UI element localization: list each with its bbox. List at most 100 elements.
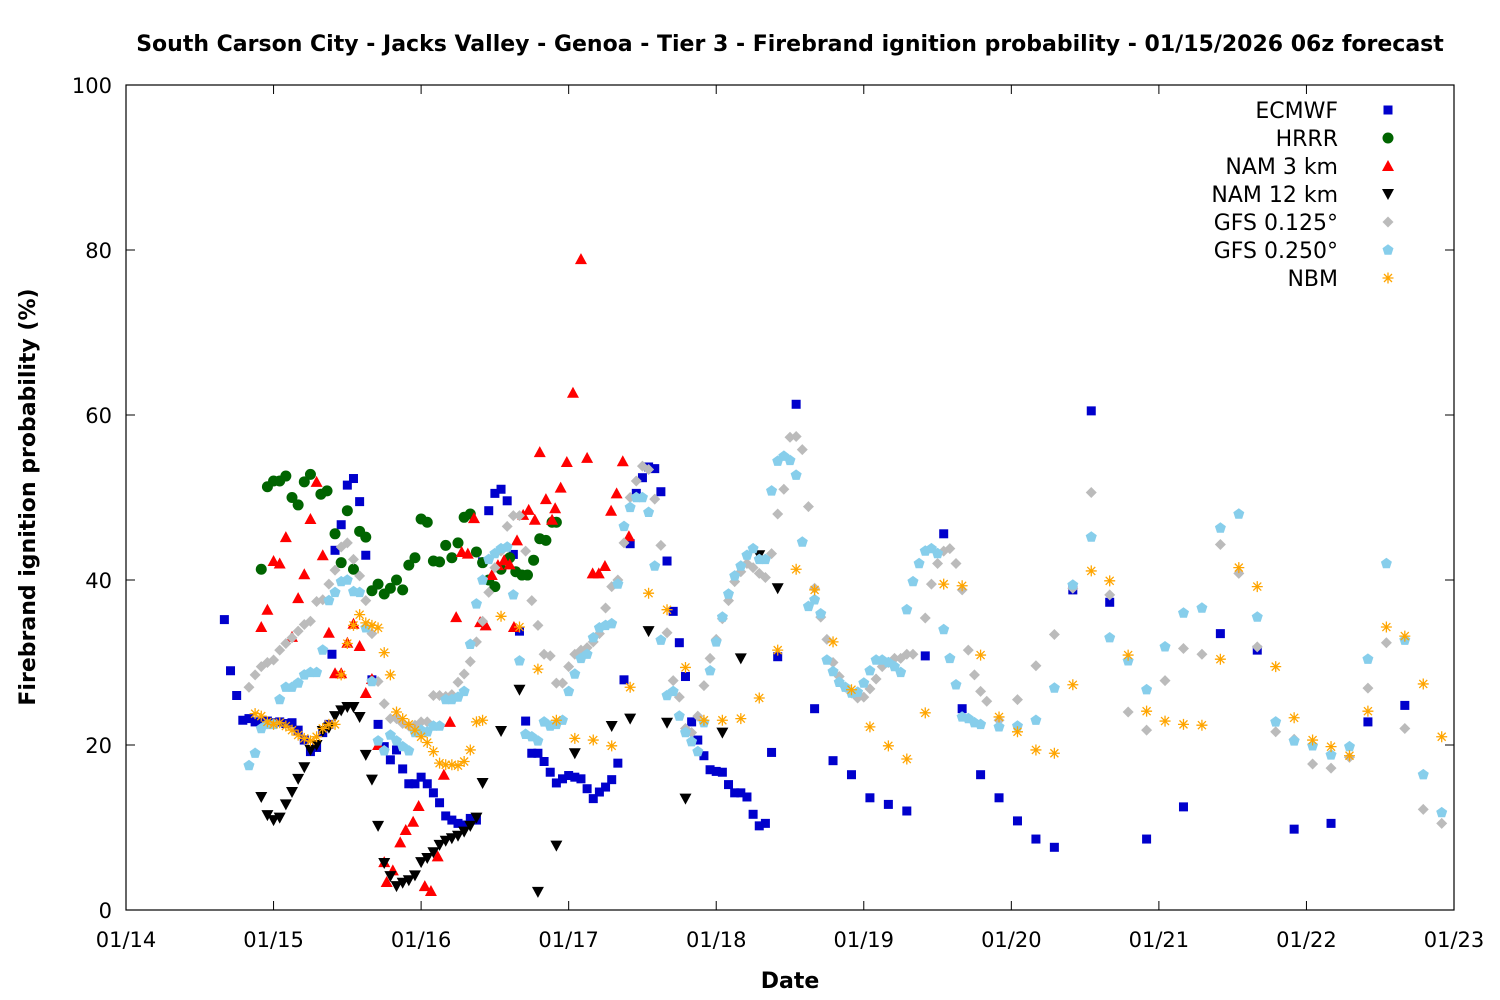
data-point-ecmwf <box>226 666 236 676</box>
x-tick-label: 01/20 <box>981 928 1042 952</box>
data-point-nbm <box>827 636 839 648</box>
x-tick-label: 01/18 <box>686 928 747 952</box>
data-point-ecmwf <box>484 506 494 516</box>
data-point-gfs-0-250 <box>378 745 390 756</box>
data-point-nam-3-km <box>310 475 323 487</box>
data-point-hrrr <box>360 531 372 543</box>
data-point-nam-12-km <box>298 762 311 774</box>
data-point-ecmwf <box>1142 834 1152 844</box>
data-point-gfs-0-125 <box>643 463 655 475</box>
data-point-gfs-0-125 <box>1104 589 1116 601</box>
data-point-gfs-0-125 <box>1251 641 1263 653</box>
data-point-gfs-0-125 <box>526 595 538 607</box>
data-point-ecmwf <box>625 539 635 549</box>
data-point-gfs-0-250 <box>329 586 341 598</box>
data-point-nam-3-km <box>528 513 541 525</box>
data-point-hrrr <box>521 569 533 581</box>
data-point-gfs-0-125 <box>692 710 704 722</box>
data-point-gfs-0-250 <box>1085 531 1097 542</box>
data-point-nam-12-km <box>642 626 655 638</box>
data-point-gfs-0-250 <box>532 735 544 746</box>
data-point-nbm <box>298 732 310 744</box>
data-point-gfs-0-125 <box>507 510 519 522</box>
legend-marker-hrrr <box>1382 132 1394 144</box>
data-point-gfs-0-125 <box>1122 706 1134 718</box>
data-point-gfs-0-250 <box>317 644 329 655</box>
data-point-nbm <box>938 578 950 590</box>
data-point-nbm <box>427 746 439 758</box>
data-point-gfs-0-250 <box>470 598 482 609</box>
data-point-gfs-0-250 <box>384 729 396 740</box>
data-point-gfs-0-250 <box>858 677 870 688</box>
data-point-ecmwf <box>674 638 684 648</box>
data-point-gfs-0-125 <box>802 501 814 513</box>
data-point-nam-12-km <box>495 725 508 737</box>
data-point-nam-12-km <box>458 826 471 838</box>
data-point-nbm <box>354 609 366 621</box>
data-point-gfs-0-250 <box>895 666 907 678</box>
data-point-ecmwf <box>637 473 647 483</box>
data-point-hrrr <box>470 546 482 558</box>
data-point-gfs-0-125 <box>378 698 390 710</box>
data-point-nbm <box>391 706 403 718</box>
data-point-gfs-0-250 <box>1067 579 1079 590</box>
data-point-gfs-0-125 <box>274 644 286 656</box>
data-point-gfs-0-250 <box>507 589 519 600</box>
data-point-ecmwf <box>551 778 561 788</box>
data-point-gfs-0-125 <box>329 564 341 576</box>
data-point-nbm <box>458 756 470 767</box>
data-point-gfs-0-125 <box>286 632 298 644</box>
data-point-gfs-0-250 <box>735 560 747 571</box>
data-point-nam-12-km <box>605 721 618 733</box>
data-point-nam-12-km <box>359 749 372 761</box>
data-point-hrrr <box>434 556 446 568</box>
data-point-hrrr <box>298 476 310 488</box>
data-point-gfs-0-125 <box>304 615 316 627</box>
data-point-nbm <box>1104 575 1116 587</box>
data-point-ecmwf <box>465 813 475 823</box>
data-point-gfs-0-125 <box>532 619 544 631</box>
data-point-gfs-0-125 <box>901 648 913 660</box>
data-point-gfs-0-250 <box>747 542 759 554</box>
data-point-gfs-0-250 <box>1141 683 1153 695</box>
data-point-gfs-0-125 <box>347 553 359 565</box>
data-point-ecmwf <box>742 792 752 802</box>
data-point-ecmwf <box>760 818 770 828</box>
data-point-nbm <box>956 580 968 592</box>
data-point-gfs-0-250 <box>790 469 802 480</box>
data-point-nbm <box>403 718 415 730</box>
data-point-nbm <box>993 711 1005 723</box>
data-point-nbm <box>434 757 446 769</box>
data-point-ecmwf <box>441 811 451 821</box>
data-point-ecmwf <box>767 747 777 757</box>
data-point-gfs-0-250 <box>1030 714 1042 725</box>
data-point-gfs-0-125 <box>550 677 562 689</box>
data-point-gfs-0-125 <box>483 586 495 598</box>
legend-marker-gfs-0-125 <box>1382 216 1394 228</box>
data-point-gfs-0-250 <box>1380 557 1392 569</box>
data-point-gfs-0-125 <box>704 652 716 664</box>
data-point-nbm <box>1122 649 1134 661</box>
data-point-ecmwf <box>330 545 340 555</box>
data-point-gfs-0-125 <box>520 545 532 557</box>
data-point-nbm <box>1067 679 1079 691</box>
data-point-nam-3-km <box>616 455 629 467</box>
data-point-nbm <box>464 744 476 756</box>
data-point-gfs-0-125 <box>968 669 980 681</box>
data-point-gfs-0-250 <box>311 666 323 678</box>
data-point-nam-3-km <box>539 493 552 505</box>
data-point-nam-3-km <box>399 823 412 835</box>
data-point-gfs-0-250 <box>1417 768 1429 780</box>
data-point-nam-3-km <box>450 611 463 623</box>
data-point-hrrr <box>384 582 396 594</box>
data-point-ecmwf <box>601 782 611 792</box>
data-point-ecmwf <box>521 716 531 726</box>
data-point-nbm <box>1141 705 1153 717</box>
data-point-nbm <box>1307 734 1319 746</box>
data-point-ecmwf <box>576 774 586 784</box>
data-point-gfs-0-125 <box>360 595 372 607</box>
data-point-nbm <box>366 619 378 631</box>
data-points <box>219 253 1448 898</box>
data-point-gfs-0-250 <box>938 623 950 635</box>
